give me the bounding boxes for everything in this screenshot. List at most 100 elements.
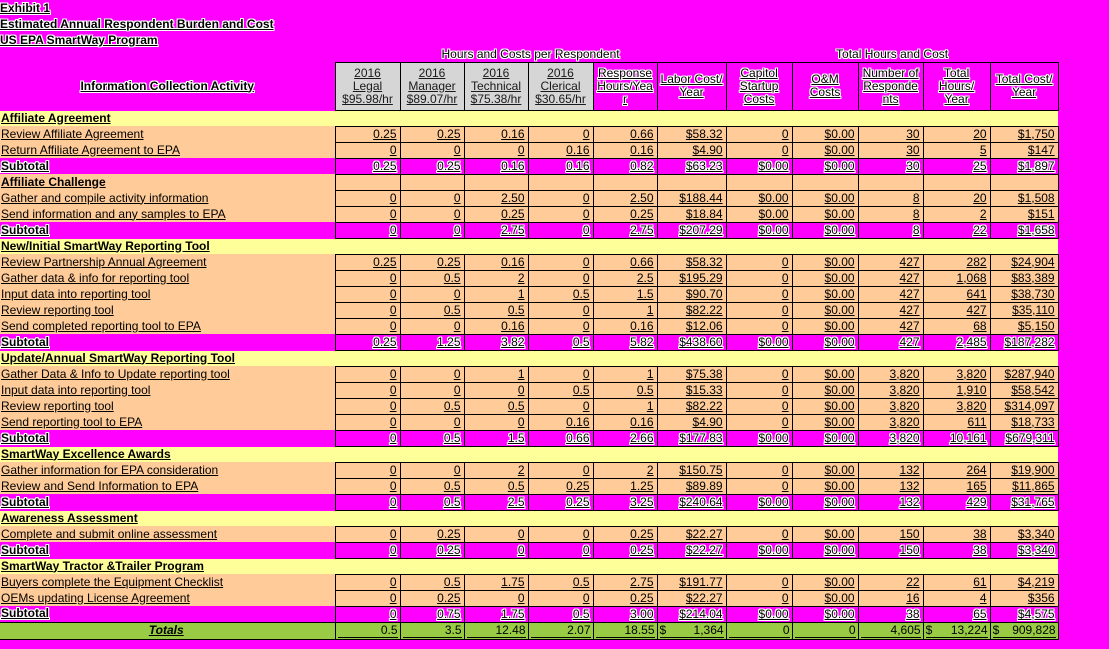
- value-cell: 0: [399, 317, 465, 335]
- table-row-subtotal: Subtotal 0 0.5 2.5 0.25 3.25 $240.64 $0.00 $0.00…: [0, 493, 1059, 511]
- value-cell: 0: [725, 477, 793, 495]
- value-cell: $0.00: [725, 205, 793, 223]
- value-cell: 0: [527, 189, 594, 207]
- value-cell: 0: [527, 525, 594, 543]
- burden-cost-table: Hours and Costs per Respondent Total Hou…: [0, 48, 1059, 640]
- totals-value: 2.07: [530, 623, 591, 638]
- table-body: Affiliate Agreement Review Affiliate Agre…: [0, 110, 1059, 640]
- value-cell: 0.5: [399, 429, 465, 447]
- table-row-item: Review reporting tool 0 0.5 0.5 0 1 $82.22 0 $0…: [0, 397, 1059, 415]
- totals-cell: 18.55: [592, 621, 658, 640]
- value-cell: 0: [463, 413, 529, 431]
- value-cell: 0.5: [463, 397, 529, 415]
- totals-value: 18.55: [595, 623, 655, 638]
- value-cell: 2,485: [922, 333, 991, 351]
- table-row-item: Input data into reporting tool 0 0 1 0.5 1.5 $…: [0, 285, 1059, 303]
- activity-label: Send reporting tool to EPA: [0, 414, 335, 430]
- subtotal-label: Subtotal: [1, 158, 49, 173]
- document-titles: Exhibit 1 Estimated Annual Respondent Bu…: [0, 0, 1109, 48]
- value-cell: 282: [922, 253, 991, 271]
- value-cell: $58,542: [989, 381, 1059, 399]
- value-cell: $0.00: [791, 525, 859, 543]
- value-cell: 0: [527, 125, 594, 143]
- value-cell: 0: [725, 381, 793, 399]
- value-cell: 0.5: [463, 301, 529, 319]
- activity-label: Input data into reporting tool: [0, 286, 335, 302]
- table-row-subtotal: Subtotal 0.25 0.25 0.16 0.16 0.82 $63.23 $0.00 $…: [0, 157, 1059, 175]
- value-cell: $0.00: [725, 493, 793, 511]
- value-cell: 427: [857, 285, 924, 303]
- totals-cell: $1,364: [656, 621, 727, 640]
- value-cell: 0: [334, 477, 401, 495]
- value-cell: 0: [725, 589, 793, 607]
- value-cell: $0.00: [791, 157, 859, 175]
- program-title: US EPA SmartWay Program: [0, 33, 158, 47]
- activity-label: Send information and any samples to EPA: [0, 206, 335, 222]
- table-row-subtotal: Subtotal 0 0.75 1.75 0.5 3.00 $214.04 $0.00 $0.0…: [0, 605, 1059, 623]
- value-cell: 0: [334, 525, 401, 543]
- value-cell: 3,820: [857, 429, 924, 447]
- table-row-item: Review reporting tool 0 0.5 0.5 0 1 $82.22 0 $0…: [0, 301, 1059, 319]
- totals-cell: 12.48: [463, 621, 529, 640]
- amount: 1,364: [693, 623, 724, 637]
- value-cell: 0: [527, 269, 594, 287]
- totals-value: $13,224: [925, 623, 988, 638]
- value-cell: 0: [334, 301, 401, 319]
- value-cell: 0: [399, 221, 465, 239]
- value-cell: 20: [922, 125, 991, 143]
- value-cell: 0: [334, 541, 401, 559]
- value-cell: $11,865: [989, 477, 1059, 495]
- value-cell: 2: [463, 461, 529, 479]
- value-cell: 25: [922, 157, 991, 175]
- value-cell: $1,897: [989, 157, 1059, 175]
- value-cell: 0.16: [592, 413, 658, 431]
- table-row-item: Send reporting tool to EPA 0 0 0 0.16 0.16 $4.…: [0, 413, 1059, 431]
- table-row-item: Input data into reporting tool 0 0 0 0.5 0.5 $…: [0, 381, 1059, 399]
- value-cell: 2.75: [463, 221, 529, 239]
- value-cell: $22.27: [656, 589, 727, 607]
- value-cell: 0.16: [592, 317, 658, 335]
- subtotal-label: Subtotal: [1, 494, 49, 509]
- value-cell: 0.16: [463, 157, 529, 175]
- value-cell: 1,068: [922, 269, 991, 287]
- value-cell: $214.04: [656, 605, 727, 623]
- totals-value: $1,364: [659, 623, 724, 638]
- value-cell: $0.00: [725, 605, 793, 623]
- value-cell: 30: [857, 141, 924, 159]
- value-cell: $0.00: [725, 221, 793, 239]
- value-cell: 0.5: [399, 573, 465, 591]
- value-cell: 0: [334, 589, 401, 607]
- value-cell: 0: [334, 189, 401, 207]
- activity-label: OEMs updating License Agreement: [0, 590, 335, 606]
- value-cell: $0.00: [791, 573, 859, 591]
- value-cell: $0.00: [791, 333, 859, 351]
- value-cell: $22.27: [656, 541, 727, 559]
- col-header-total-hours: Total Hours/ Year: [922, 61, 991, 111]
- value-cell: 1.75: [463, 573, 529, 591]
- currency-symbol: $: [992, 623, 1000, 637]
- col-header-labor-cost: Labor Cost/ Year: [656, 61, 727, 111]
- value-cell: $15.33: [656, 381, 727, 399]
- totals-cell: 0: [725, 621, 793, 640]
- totals-cell: 2.07: [527, 621, 594, 640]
- value-cell: 2.5: [463, 493, 529, 511]
- totals-cell: $909,828: [989, 621, 1059, 640]
- totals-cell: 4,605: [857, 621, 924, 640]
- value-cell: $0.00: [791, 381, 859, 399]
- table-row-item: Send information and any samples to EPA 0…: [0, 205, 1059, 223]
- value-cell: 0: [399, 141, 465, 159]
- value-cell: 0.25: [334, 125, 401, 143]
- value-cell: $188.44: [656, 189, 727, 207]
- table-row-item: Gather and compile activity information 0…: [0, 189, 1059, 207]
- value-cell: 0.16: [463, 125, 529, 143]
- value-cell: $177.83: [656, 429, 727, 447]
- table-row-item: Review and Send Information to EPA 0 0.5 0.…: [0, 477, 1059, 495]
- value-cell: 0: [725, 269, 793, 287]
- value-cell: $63.23: [656, 157, 727, 175]
- subtotal-label: Subtotal: [1, 334, 49, 349]
- subtotal-label: Subtotal: [1, 542, 49, 557]
- value-cell: $0.00: [791, 189, 859, 207]
- value-cell: 0.66: [592, 253, 658, 271]
- section-label: Update/Annual SmartWay Reporting Tool: [0, 350, 1059, 366]
- table-row-item: Review Partnership Annual Agreement 0.25 0…: [0, 253, 1059, 271]
